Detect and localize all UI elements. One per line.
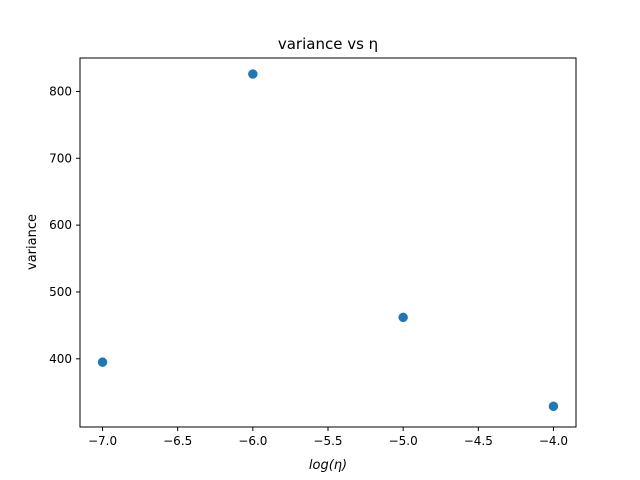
data-point (97, 357, 108, 367)
chart-title: variance vs η (278, 35, 378, 53)
plot-area: −7.0 −6.5 −6.0 −5.5 −5.0 −4.5 −4.0 400 500 600 70… (49, 57, 577, 448)
x-tick-label: −6.5 (163, 434, 192, 448)
x-axis-label: log(η) (309, 458, 347, 473)
x-tick-label: −4.0 (539, 434, 568, 448)
y-tick-label: 500 (49, 285, 72, 299)
data-point (248, 69, 258, 79)
x-tick-label: −6.0 (238, 434, 267, 448)
y-tick-label: 600 (49, 218, 72, 232)
y-tick-label: 400 (49, 352, 72, 366)
y-tick-label: 700 (49, 151, 72, 165)
x-axis-ticks: −7.0 −6.5 −6.0 −5.5 −5.0 −4.5 −4.0 (88, 427, 568, 448)
y-axis-label: variance (25, 214, 40, 270)
x-tick-label: −5.5 (313, 434, 342, 448)
data-point (548, 401, 559, 412)
y-tick-label: 800 (49, 84, 72, 98)
data-points (97, 69, 559, 412)
data-point (398, 312, 408, 323)
y-axis-ticks: 400 500 600 700 800 (49, 84, 80, 366)
x-tick-label: −5.0 (389, 434, 418, 448)
x-tick-label: −4.5 (464, 434, 493, 448)
x-tick-label: −7.0 (88, 434, 117, 448)
